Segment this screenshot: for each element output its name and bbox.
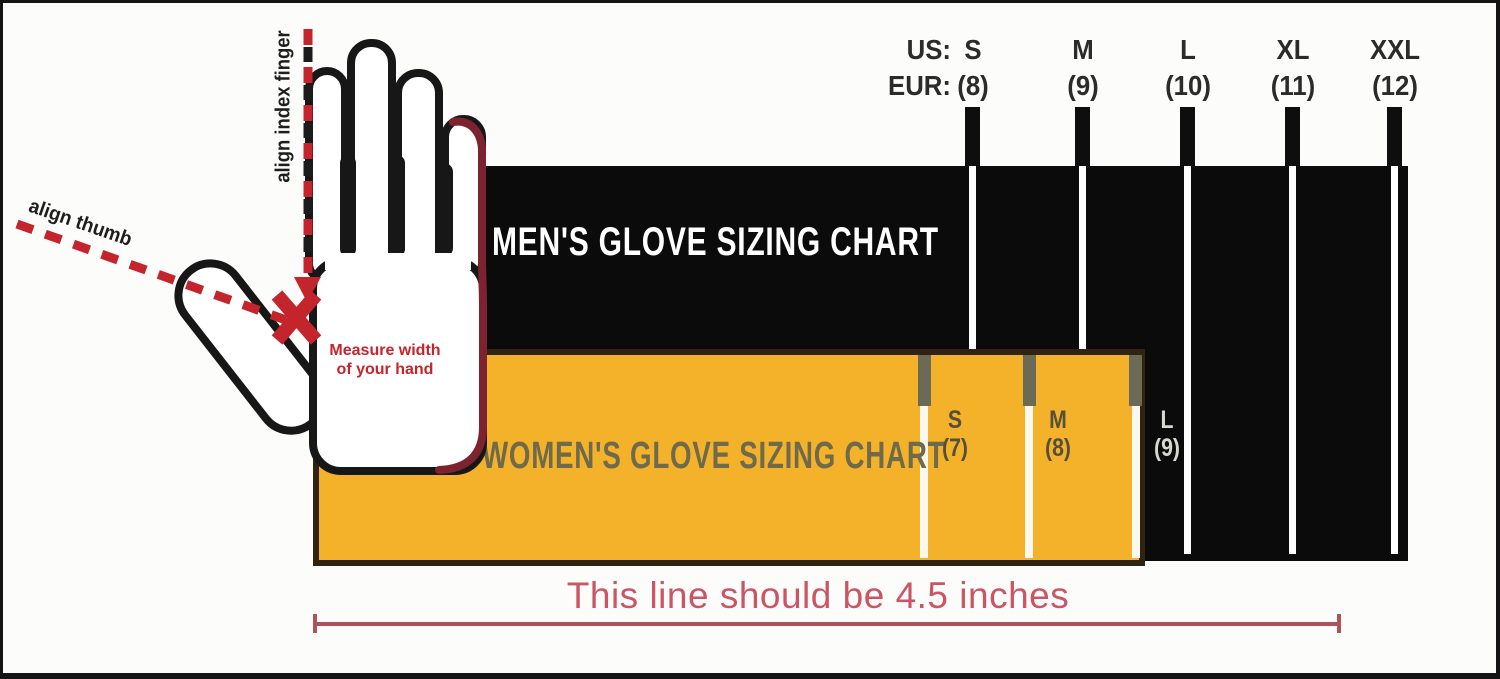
us-size-l: L [1180, 34, 1196, 65]
measure-width-line2: of your hand [336, 361, 434, 378]
womens-size-m-eur: (8) [1045, 434, 1071, 462]
womens-tick-white-m [1025, 406, 1033, 558]
x-marker-stroke2 [271, 290, 322, 345]
finger-gap-1 [340, 155, 356, 257]
womens-size-l-eur: (9) [1154, 434, 1180, 462]
eur-size-9: (9) [1067, 70, 1099, 101]
measure-line-left-end [313, 614, 317, 633]
eur-size-10: (10) [1165, 70, 1211, 101]
thumb-shape [174, 259, 328, 435]
womens-size-s: S (7) [919, 406, 990, 462]
tick-xxl [1387, 107, 1402, 166]
womens-tick-gray-s [918, 355, 931, 406]
tick-m [1075, 107, 1090, 166]
mens-size-line-l [1184, 166, 1191, 554]
us-size-xl: XL [1276, 34, 1310, 65]
womens-size-s-label: S [947, 406, 963, 434]
eur-size-8: (8) [957, 70, 989, 101]
womens-size-l: L (9) [1131, 406, 1202, 462]
tick-l [1180, 107, 1195, 166]
us-row-label: US: [906, 34, 951, 65]
mens-size-line-s [969, 166, 976, 349]
index-finger [305, 67, 349, 285]
align-index-finger-label: align index finger [272, 30, 295, 183]
womens-tick-white-l [1132, 406, 1140, 558]
womens-size-m: M (8) [1022, 406, 1093, 462]
measure-width-label: Measure width of your hand [315, 341, 455, 379]
eur-row-label: EUR: [888, 70, 951, 101]
us-size-s: S [964, 34, 982, 65]
womens-tick-gray-l [1129, 355, 1142, 406]
womens-size-l-label: L [1160, 406, 1174, 434]
mens-size-line-m [1079, 166, 1086, 349]
measure-line-caption: This line should be 4.5 inches [566, 575, 1070, 616]
womens-chart-title: WOMEN'S GLOVE SIZING CHART [482, 435, 946, 477]
eur-size-12: (12) [1372, 70, 1418, 101]
mens-size-line-xl [1289, 166, 1296, 554]
finger-gap-3 [435, 163, 453, 257]
us-size-xxl: XXL [1369, 34, 1421, 65]
womens-tick-gray-m [1023, 355, 1036, 406]
womens-tick-white-s [920, 406, 928, 558]
align-thumb-label: align thumb [25, 195, 135, 251]
eur-size-11: (11) [1270, 70, 1316, 101]
middle-finger [347, 39, 396, 285]
tick-xl [1285, 107, 1300, 166]
finger-gap-2 [388, 155, 405, 257]
align-thumb-dashed-line [15, 219, 288, 325]
mens-size-line-xxl [1391, 166, 1398, 554]
us-size-m: M [1072, 34, 1094, 65]
x-marker-stroke1 [271, 290, 322, 345]
measure-line [315, 622, 1341, 626]
tick-s [965, 107, 980, 166]
womens-size-s-eur: (7) [942, 434, 968, 462]
mens-chart-title: MEN'S GLOVE SIZING CHART [492, 220, 939, 264]
measure-width-line1: Measure width [329, 342, 441, 359]
measure-line-right-end [1337, 614, 1341, 633]
down-arrow-icon [294, 277, 321, 302]
ring-finger [394, 69, 443, 285]
palm-finger-join [325, 253, 471, 270]
womens-size-m-label: M [1049, 406, 1067, 434]
